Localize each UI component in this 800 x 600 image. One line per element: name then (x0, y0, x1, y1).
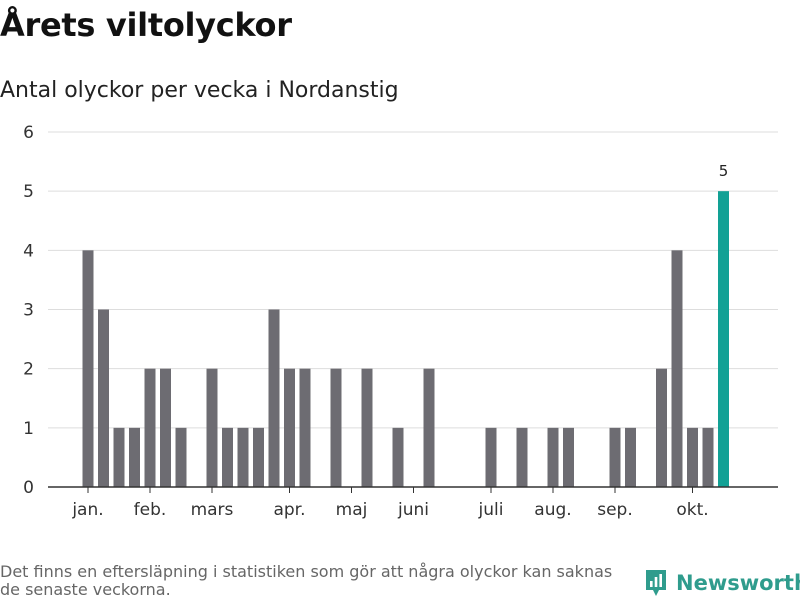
bar-chart: 0 1 2 3 4 5 6 5 jan. feb. mars apr. maj juni juli aug. s… (23, 123, 778, 520)
bar (563, 427, 574, 487)
x-tick-label: aug. (534, 500, 571, 520)
bar (330, 368, 342, 487)
y-tick-label: 5 (23, 182, 34, 202)
bar (485, 427, 497, 487)
bar (516, 427, 528, 487)
y-tick-label: 4 (23, 241, 34, 261)
x-tick-label: apr. (273, 500, 305, 520)
bar (144, 368, 156, 487)
bar (82, 250, 94, 487)
bar (392, 427, 404, 487)
bar (237, 427, 249, 487)
bar (222, 427, 233, 487)
bar (361, 368, 373, 487)
y-tick-label: 1 (23, 419, 34, 439)
bar (671, 250, 683, 487)
bar (625, 427, 636, 487)
brand-name: Newsworthy (676, 571, 800, 595)
bar (98, 309, 109, 487)
footnote: Det finns en eftersläpning i statistiken… (0, 562, 613, 599)
bar (609, 427, 621, 487)
bar (175, 427, 187, 487)
bar (160, 368, 171, 487)
x-tick-label: feb. (134, 500, 167, 520)
y-tick-label: 6 (23, 123, 34, 143)
x-tick-label: sep. (597, 500, 633, 520)
x-tick-label: okt. (676, 500, 708, 520)
bar (206, 368, 218, 487)
chart-title: Årets viltolyckor (0, 6, 292, 44)
x-tick-label: juni (397, 500, 429, 520)
y-tick-label: 0 (23, 478, 34, 498)
bar (129, 427, 140, 487)
bar (687, 427, 698, 487)
x-tick-label: maj (336, 500, 368, 520)
bar (113, 427, 125, 487)
bar (702, 427, 714, 487)
data-label: 5 (719, 162, 729, 180)
bar (423, 368, 435, 487)
bar (268, 309, 280, 487)
bar (299, 368, 311, 487)
x-tick-label: mars (191, 500, 234, 520)
newsworthy-logo-icon (646, 570, 666, 596)
x-tick-label: jan. (71, 500, 103, 520)
bar (656, 368, 667, 487)
chart-subtitle: Antal olyckor per vecka i Nordanstig (0, 78, 399, 103)
bar (253, 427, 264, 487)
y-tick-label: 3 (23, 301, 34, 321)
x-tick-label: juli (478, 500, 504, 520)
bar (284, 368, 295, 487)
bar (718, 191, 729, 487)
y-tick-label: 2 (23, 360, 34, 380)
bar (547, 427, 559, 487)
brand[interactable]: Newsworthy (644, 568, 800, 598)
